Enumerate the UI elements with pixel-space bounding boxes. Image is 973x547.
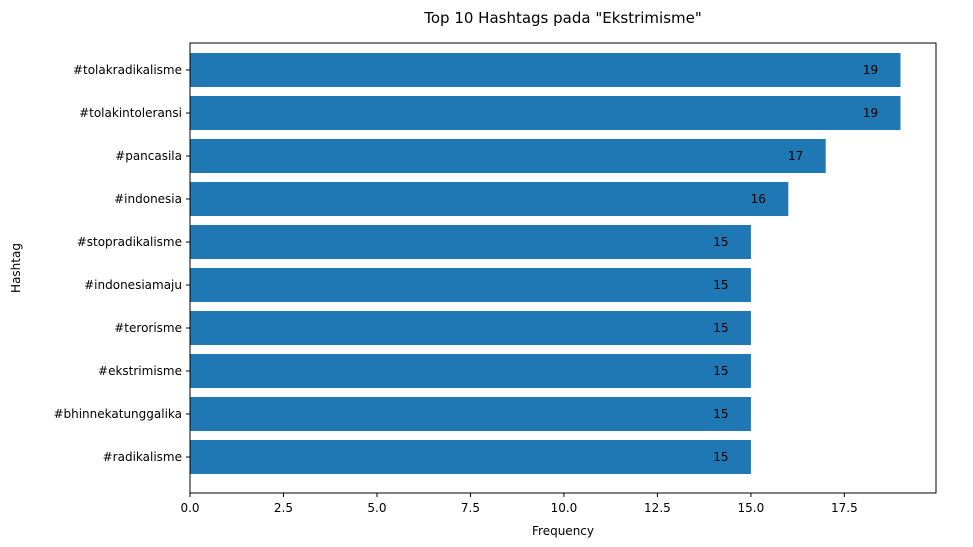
data-label: 19 <box>863 106 878 120</box>
chart-title: Top 10 Hashtags pada "Ekstrimisme" <box>423 9 702 27</box>
bar-terorisme <box>190 311 751 345</box>
bars-group <box>190 53 901 474</box>
y-tick-label: #stopradikalisme <box>77 235 182 249</box>
y-tick-label: #pancasila <box>115 149 182 163</box>
y-tick-label: #ekstrimisme <box>98 364 182 378</box>
y-tick-label: #bhinnekatunggalika <box>53 407 182 421</box>
bar-ekstrimisme <box>190 354 751 388</box>
data-label: 17 <box>788 149 803 163</box>
data-labels-group: 19 19 17 16 15 15 15 15 15 15 <box>713 63 878 464</box>
data-label: 15 <box>713 450 728 464</box>
bar-tolakradikalisme <box>190 53 901 87</box>
y-tick-label: #indonesia <box>114 192 182 206</box>
data-label: 19 <box>863 63 878 77</box>
y-tick-label: #tolakradikalisme <box>73 63 182 77</box>
data-label: 15 <box>713 235 728 249</box>
x-tick-label: 10.0 <box>551 501 578 515</box>
x-axis-ticks: 0.0 2.5 5.0 7.5 10.0 12.5 15.0 17.5 <box>180 493 858 515</box>
data-label: 16 <box>751 192 766 206</box>
bar-tolakintoleransi <box>190 96 901 130</box>
x-tick-label: 15.0 <box>738 501 765 515</box>
bar-indonesia <box>190 182 789 216</box>
y-tick-label: #radikalisme <box>103 450 182 464</box>
y-tick-label: #tolakintoleransi <box>79 106 182 120</box>
y-tick-label: #terorisme <box>114 321 182 335</box>
y-tick-label: #indonesiamaju <box>84 278 182 292</box>
bar-radikalisme <box>190 440 751 474</box>
x-tick-label: 2.5 <box>274 501 293 515</box>
data-label: 15 <box>713 407 728 421</box>
data-label: 15 <box>713 364 728 378</box>
x-tick-label: 7.5 <box>461 501 480 515</box>
plot-frame <box>189 42 937 494</box>
x-tick-label: 17.5 <box>831 501 858 515</box>
y-axis-ticks: #tolakradikalisme #tolakintoleransi #panca… <box>53 63 190 464</box>
data-label: 15 <box>713 278 728 292</box>
bar-indonesiamaju <box>190 268 751 302</box>
x-tick-label: 0.0 <box>180 501 199 515</box>
x-tick-label: 12.5 <box>644 501 671 515</box>
x-tick-label: 5.0 <box>367 501 386 515</box>
y-axis-label: Hashtag <box>9 243 23 293</box>
bar-bhinnekatunggalika <box>190 397 751 431</box>
data-label: 15 <box>713 321 728 335</box>
bar-stopradikalisme <box>190 225 751 259</box>
bar-pancasila <box>190 139 826 173</box>
x-axis-label: Frequency <box>532 524 594 538</box>
